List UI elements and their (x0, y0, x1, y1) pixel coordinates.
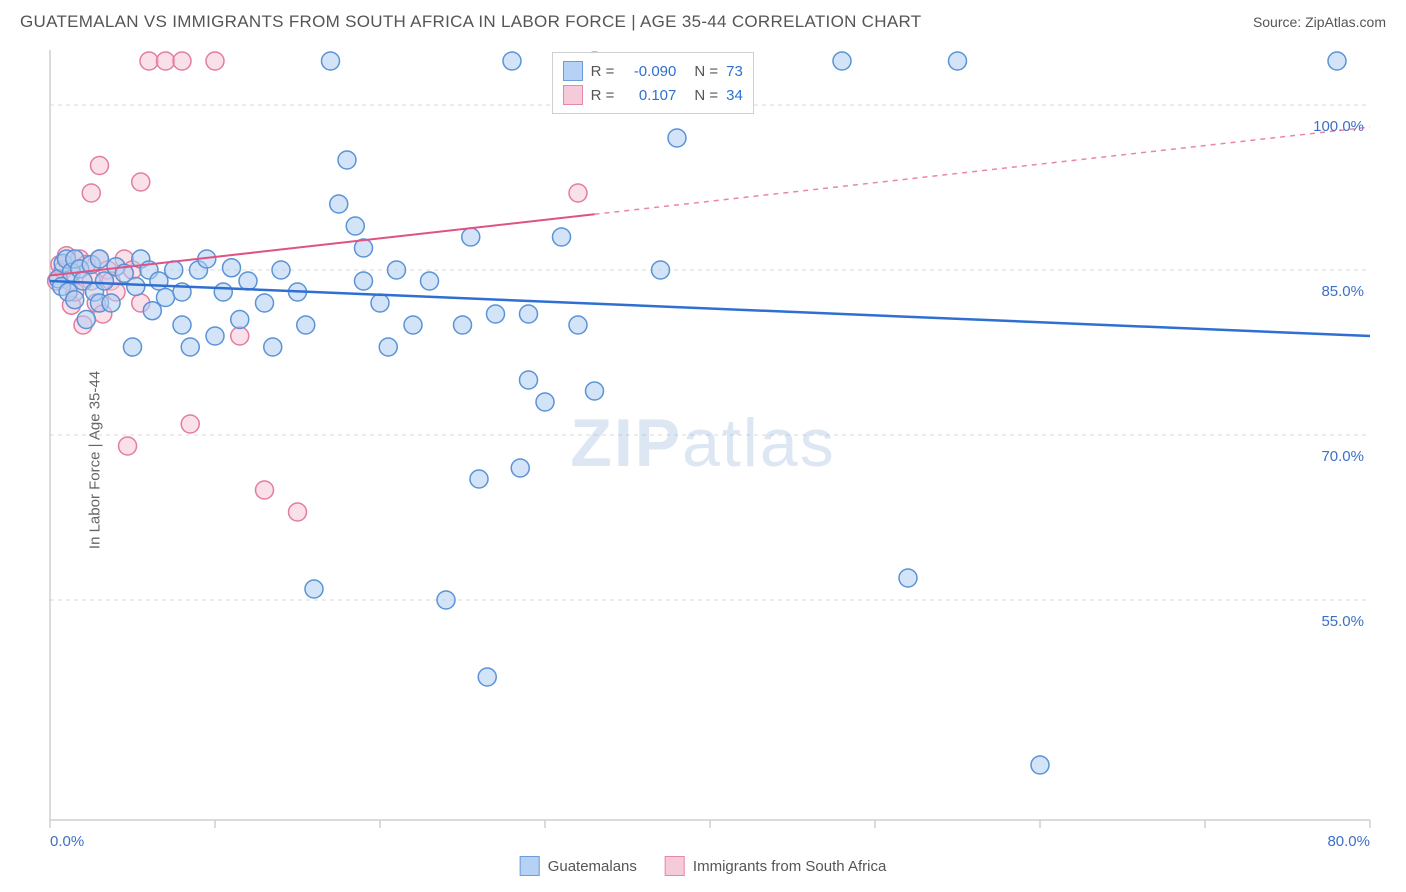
svg-text:80.0%: 80.0% (1327, 833, 1370, 850)
r-label-2: R = (591, 87, 615, 104)
legend-item-2: Immigrants from South Africa (665, 856, 886, 876)
stats-row-2: R = 0.107 N = 34 (563, 83, 743, 107)
header: GUATEMALAN VS IMMIGRANTS FROM SOUTH AFRI… (0, 0, 1406, 40)
series1-legend-swatch (520, 856, 540, 876)
n-value-2: 34 (726, 87, 743, 104)
series1-legend-label: Guatemalans (548, 858, 637, 875)
r-value-2: 0.107 (622, 87, 676, 104)
svg-text:85.0%: 85.0% (1321, 283, 1364, 300)
series2-swatch (563, 85, 583, 105)
series1-swatch (563, 61, 583, 81)
series2-legend-label: Immigrants from South Africa (693, 858, 886, 875)
r-value-1: -0.090 (622, 63, 676, 80)
n-value-1: 73 (726, 63, 743, 80)
source-label: Source: ZipAtlas.com (1253, 14, 1386, 30)
svg-text:70.0%: 70.0% (1321, 448, 1364, 465)
scatter-chart-svg: 0.0%80.0%55.0%70.0%85.0%100.0% (0, 40, 1406, 860)
n-label-1: N = (694, 63, 718, 80)
y-axis-label: In Labor Force | Age 35-44 (87, 371, 104, 549)
stats-box: R = -0.090 N = 73 R = 0.107 N = 34 (552, 52, 754, 114)
series2-legend-swatch (665, 856, 685, 876)
stats-row-1: R = -0.090 N = 73 (563, 59, 743, 83)
chart-area: In Labor Force | Age 35-44 ZIPatlas 0.0%… (0, 40, 1406, 880)
legend-item-1: Guatemalans (520, 856, 637, 876)
svg-text:0.0%: 0.0% (50, 833, 84, 850)
n-label-2: N = (694, 87, 718, 104)
r-label-1: R = (591, 63, 615, 80)
svg-text:55.0%: 55.0% (1321, 613, 1364, 630)
chart-title: GUATEMALAN VS IMMIGRANTS FROM SOUTH AFRI… (20, 12, 921, 32)
bottom-legend: Guatemalans Immigrants from South Africa (520, 856, 887, 876)
